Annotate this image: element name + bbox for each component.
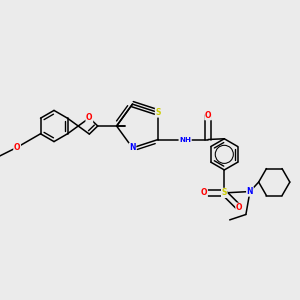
Text: S: S xyxy=(155,108,161,117)
Text: O: O xyxy=(205,111,211,120)
Text: NH: NH xyxy=(179,136,191,142)
Text: N: N xyxy=(247,187,253,196)
Text: N: N xyxy=(129,143,136,152)
Text: S: S xyxy=(222,188,227,197)
Text: O: O xyxy=(14,143,20,152)
Text: O: O xyxy=(86,113,93,122)
Text: O: O xyxy=(236,203,242,212)
Text: O: O xyxy=(201,188,207,197)
